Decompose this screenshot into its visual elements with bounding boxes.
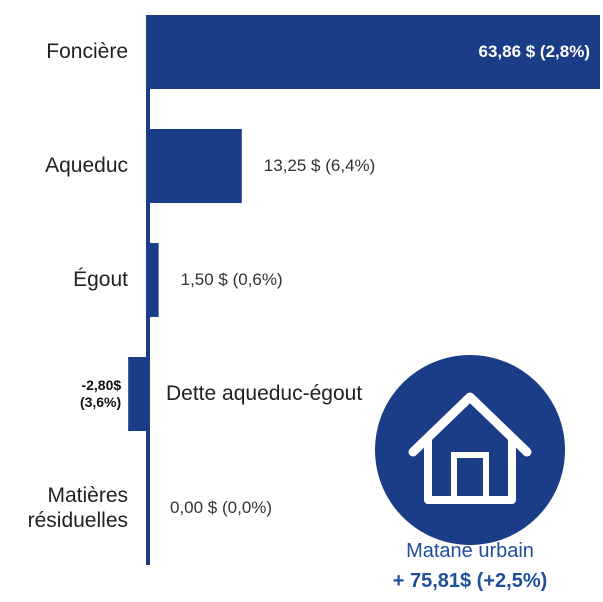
category-label: Dette aqueduc-égout — [166, 382, 363, 406]
category-label: Aqueduc — [45, 154, 128, 178]
annotation: + 75,81$ (+2,5%) — [392, 570, 548, 592]
value-label: 0,00 $ (0,0%) — [170, 497, 273, 517]
value-label: 13,25 $ (6,4%) — [263, 155, 376, 175]
category-label: Matières résiduelles — [27, 483, 128, 532]
house-icon — [375, 355, 565, 545]
annotation: Matane urbain — [406, 540, 534, 562]
bar — [148, 15, 600, 89]
bar — [148, 129, 242, 203]
category-label: Foncière — [46, 40, 128, 64]
value-label: 63,86 $ (2,8%) — [478, 41, 590, 61]
bar — [128, 357, 148, 431]
category-label: Égout — [73, 268, 128, 292]
value-label: 1,50 $ (0,6%) — [180, 269, 283, 289]
value-label: -2,80$ (3,6%) — [79, 377, 122, 410]
bar — [148, 243, 159, 317]
